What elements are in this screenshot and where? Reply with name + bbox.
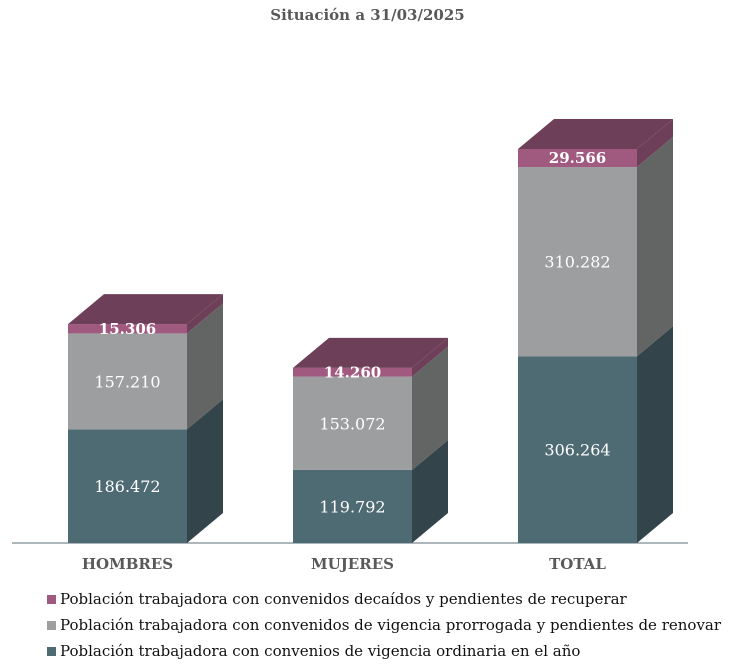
legend-swatch [47, 594, 56, 604]
bar-segment [68, 333, 187, 430]
data-label: 29.566 [549, 149, 606, 167]
legend: Población trabajadora con convenidos dec… [47, 586, 721, 664]
legend-label: Población trabajadora con convenidos de … [60, 616, 722, 634]
bar-side-0 [412, 439, 448, 543]
data-label: 14.260 [324, 363, 381, 381]
bar-top [293, 337, 448, 368]
legend-item: Población trabajadora con convenidos dec… [47, 586, 721, 612]
bar-segment [293, 469, 412, 543]
bar-side-2 [187, 294, 223, 334]
bar-top [518, 119, 673, 149]
data-label: 186.472 [94, 477, 160, 496]
bar-side-2 [637, 119, 673, 168]
legend-item: Población trabajadora con convenios de v… [47, 638, 721, 664]
bar-segment [518, 149, 637, 168]
data-label: 153.072 [319, 414, 385, 433]
bar-side-0 [637, 326, 673, 543]
data-label: 119.792 [319, 497, 385, 516]
data-label: 157.210 [94, 372, 160, 391]
data-label: 15.306 [99, 320, 156, 338]
legend-label: Población trabajadora con convenios de v… [60, 642, 581, 660]
bar-side-1 [412, 346, 448, 470]
legend-item: Población trabajadora con convenidos de … [47, 612, 721, 638]
bar-side-0 [187, 399, 223, 543]
bar-segment [68, 324, 187, 334]
chart-title: Situación a 31/03/2025 [270, 6, 465, 24]
data-label: 306.264 [544, 441, 610, 460]
bar-side-1 [637, 137, 673, 357]
bar-segment [518, 167, 637, 357]
data-label: 310.282 [544, 253, 610, 272]
stacked-3d-bar-chart: 186.472 157.210 15.306 HOMBRES 119.792 153.07… [12, 119, 688, 573]
bar-segment [518, 356, 637, 543]
bar-segment [293, 376, 412, 470]
category-label: MUJERES [311, 555, 394, 573]
bar-side-1 [187, 303, 223, 430]
legend-swatch [47, 646, 56, 656]
legend-label: Población trabajadora con convenidos dec… [60, 590, 627, 608]
category-label: HOMBRES [82, 555, 173, 573]
legend-swatch [47, 620, 56, 630]
bar-side-2 [412, 337, 448, 377]
bar-top [68, 294, 223, 325]
category-label: TOTAL [549, 555, 606, 573]
bar-segment [68, 429, 187, 543]
bar-segment [293, 367, 412, 377]
